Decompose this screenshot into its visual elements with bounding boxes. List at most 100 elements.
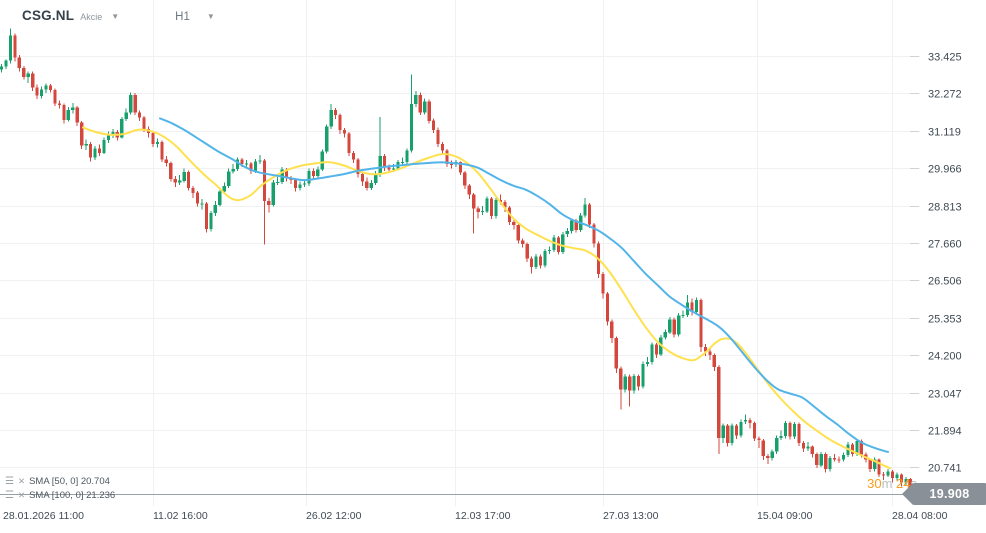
candle-body (610, 321, 614, 338)
candle-body (436, 129, 440, 145)
candle-body (690, 302, 694, 313)
candle-body (378, 155, 382, 174)
candle-body (365, 181, 369, 188)
candle-wick (883, 472, 885, 481)
candle-body (619, 368, 623, 390)
candle-body (66, 110, 70, 121)
candle-body (320, 151, 324, 170)
candle-body (530, 258, 534, 268)
candle-wick (246, 160, 248, 167)
candle-body (824, 453, 828, 470)
candle-wick (27, 71, 29, 83)
candle-body (538, 256, 543, 266)
candle-body (739, 421, 743, 436)
candle-wick (232, 163, 234, 174)
indicator-settings-icon[interactable]: ☰ (5, 490, 14, 501)
candle-body (200, 203, 204, 205)
candle-body (899, 474, 904, 483)
candle-body (592, 224, 596, 244)
candle-body (837, 459, 841, 461)
candle-wick (290, 176, 292, 184)
candle-body (191, 187, 195, 193)
candle-wick (780, 430, 782, 441)
chevron-down-icon[interactable]: ▼ (111, 12, 120, 21)
candle-body (302, 183, 307, 185)
candle-body (387, 167, 391, 170)
price-axis[interactable]: 33.425 32.272 31.119 29.966 28.813 27.660 26.5… (928, 52, 962, 475)
price-tick-label: 23.047 (928, 389, 962, 401)
indicator-remove-icon[interactable]: ✕ (17, 490, 26, 500)
candle-wick (179, 175, 181, 185)
symbol-selector[interactable]: CSG.NL Akcie ▼ (22, 8, 119, 23)
candle-body (111, 132, 115, 136)
candle-body (236, 159, 240, 169)
time-axis[interactable]: 28.01.2026 11:00 11.02 16:00 26.02 12:00 12… (3, 510, 948, 522)
candle-body (748, 419, 752, 423)
indicator-remove-icon[interactable]: ✕ (17, 476, 26, 486)
candle-body (472, 194, 476, 209)
candle-body (654, 344, 658, 355)
candle-body (31, 73, 35, 88)
candle-body (552, 237, 556, 251)
candle-body (458, 162, 462, 173)
candle-wick (473, 193, 475, 234)
candle-body (783, 423, 788, 437)
indicator-row-sma50: ☰ ✕ SMA [50, 0] 20.704 (5, 475, 110, 488)
candle-body (641, 364, 645, 387)
candle-body (636, 376, 641, 387)
timeframe-selector[interactable]: H1 ▼ (175, 11, 215, 23)
candle-body (213, 205, 217, 214)
candle-body (623, 376, 627, 390)
candle-body (400, 161, 405, 163)
candle-body (432, 120, 436, 130)
candle-wick (477, 206, 479, 219)
candle-body (583, 204, 587, 216)
candle-wick (682, 310, 684, 318)
badge-arrow-icon (902, 483, 913, 505)
candle-body (369, 183, 373, 188)
candle-body (503, 201, 507, 208)
symbol-label: CSG.NL (22, 8, 75, 23)
candle-wick (749, 418, 751, 429)
candle-body (391, 168, 396, 170)
chevron-down-icon[interactable]: ▼ (206, 12, 215, 21)
candle-wick (767, 454, 769, 464)
candle-body (48, 85, 53, 90)
candle-body (240, 159, 244, 165)
candle-body (204, 203, 209, 229)
candle-body (730, 425, 734, 444)
candle-wick (277, 176, 279, 185)
candle-wick (401, 157, 403, 166)
countdown-minutes-unit: m (881, 476, 893, 491)
candle-body (694, 300, 699, 313)
candle-body (886, 471, 890, 476)
candle-body (409, 103, 413, 151)
candle-wick (744, 414, 746, 424)
indicator-label: SMA [100, 0] 21.236 (29, 490, 116, 501)
candle-body (512, 221, 516, 226)
candle-body (160, 141, 164, 160)
candle-wick (499, 194, 501, 205)
candle-body (855, 440, 859, 454)
indicator-settings-icon[interactable]: ☰ (5, 476, 14, 487)
candle-body (276, 182, 280, 183)
candle-body (129, 94, 133, 113)
candle-body (360, 174, 364, 182)
candle-body (467, 185, 471, 195)
candle-body (547, 250, 552, 252)
candle-body (120, 118, 124, 138)
candle-body (62, 104, 66, 120)
candle-wick (482, 206, 484, 216)
candle-body (890, 471, 895, 479)
candle-body (142, 117, 146, 129)
candle-body (561, 234, 565, 252)
time-tick-label: 27.03 13:00 (603, 510, 659, 522)
gridlines (0, 0, 920, 506)
current-price-badge: 19.908 (902, 483, 986, 505)
candle-body (329, 110, 333, 127)
candle-body (383, 155, 387, 168)
candle-body (227, 171, 231, 187)
candle-body (351, 152, 356, 160)
candle-body (89, 143, 93, 158)
